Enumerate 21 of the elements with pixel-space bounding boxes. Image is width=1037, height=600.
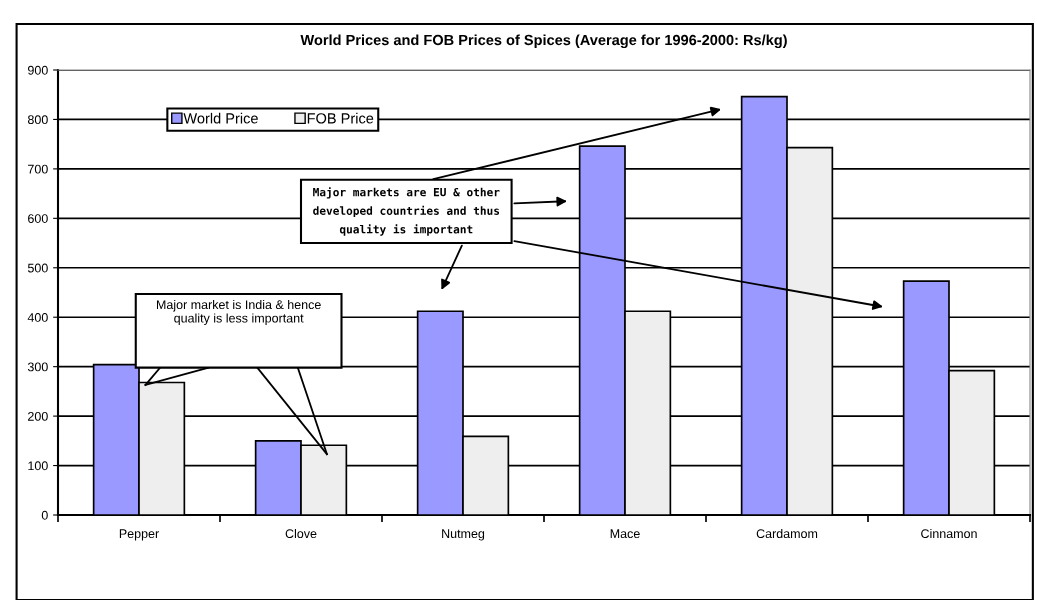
x-tick-label: Pepper: [119, 529, 159, 541]
x-tick-label: Cardamom: [756, 528, 818, 539]
x-tick-label: Cinnamon: [921, 528, 977, 539]
legend-label: World Price: [183, 112, 258, 124]
x-tick-label: Clove: [285, 528, 317, 539]
y-tick-label: 300: [27, 362, 48, 372]
y-tick-label: 600: [28, 214, 48, 223]
y-tick-label: 400: [27, 313, 48, 322]
legend-label: FOB Price: [307, 112, 374, 124]
y-tick-label: 200: [28, 411, 48, 421]
chart-title: World Prices and FOB Prices of Spices (Average for 1996-2000: Rs/kg): [300, 34, 787, 49]
annotation: Major markets are EU & other developed countries and thus quality is important: [313, 187, 500, 236]
y-tick-label: 700: [28, 164, 48, 174]
y-tick-label: 0: [41, 510, 48, 520]
y-tick-label: 900: [28, 65, 48, 75]
annotation: Major market is India & hence quality is less important: [156, 299, 321, 326]
x-tick-label: Nutmeg: [442, 529, 485, 541]
x-tick-label: Mace: [610, 529, 640, 539]
y-tick-label: 500: [27, 263, 48, 273]
y-tick-label: 100: [28, 461, 48, 471]
y-tick-label: 800: [27, 115, 48, 125]
